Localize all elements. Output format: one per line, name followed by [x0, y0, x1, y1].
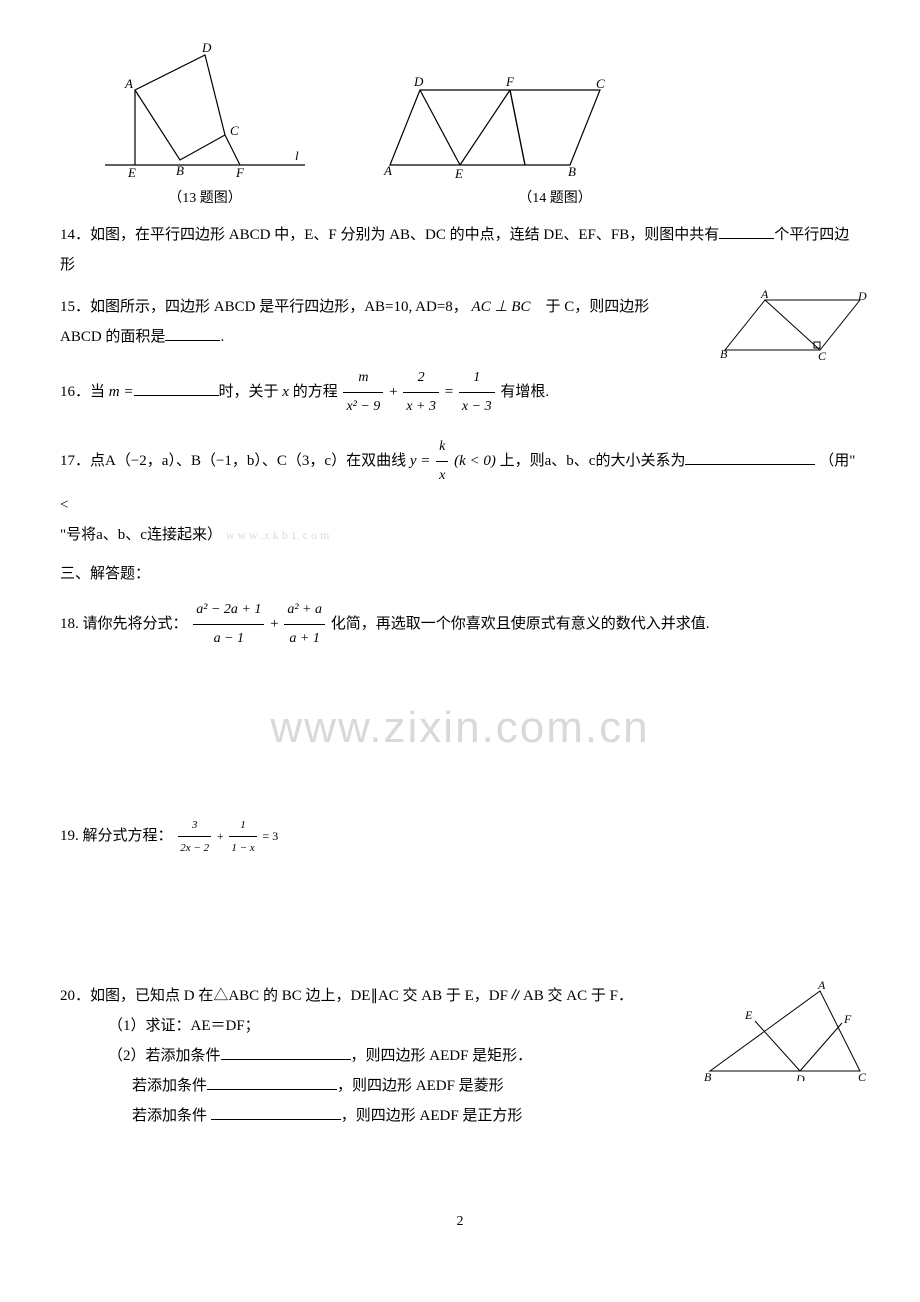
svg-text:l: l	[295, 148, 299, 163]
plus: +	[389, 384, 397, 400]
svg-text:B: B	[176, 163, 184, 178]
q17-t1: 点A（−2，a）、B（−1，b）、C（3，c）在双曲线	[90, 453, 406, 469]
figures-row: A D C B E F l A D F C B E	[60, 40, 860, 180]
fig-14: A D F C B E	[370, 70, 620, 180]
q18-t1: 请你先将分式：	[83, 616, 188, 632]
q17-t2: 上，则a、b、c的大小关系为	[500, 453, 686, 469]
plus: +	[217, 829, 224, 843]
svg-text:C: C	[818, 349, 827, 360]
svg-text:D: D	[201, 40, 212, 55]
question-15: A D B C 15．如图所示，四边形 ABCD 是平行四边形，AB=10, A…	[60, 292, 860, 352]
q17-cond: (k < 0)	[454, 453, 496, 469]
blank	[207, 1074, 337, 1090]
svg-text:F: F	[505, 74, 515, 89]
q19-t1: 解分式方程：	[83, 828, 173, 844]
frac: a² + aa + 1	[284, 596, 325, 653]
question-16: 16．当 m = 时，关于 x 的方程 mx² − 9 + 2x + 3 = 1x…	[60, 364, 860, 421]
svg-text:F: F	[843, 1012, 852, 1026]
q18-num: 18.	[60, 616, 79, 632]
svg-text:D: D	[795, 1072, 805, 1081]
section-3-title: 三、解答题：	[60, 562, 860, 586]
q14-text1: 如图，在平行四边形 ABCD 中，E、F 分别为 AB、DC 的中点，连结 DE…	[90, 227, 719, 243]
caption-13: （13 题图）	[100, 188, 310, 210]
frac: 1x − 3	[459, 364, 495, 421]
svg-text:E: E	[744, 1008, 753, 1022]
svg-text:A: A	[124, 76, 133, 91]
q17-lhs: y =	[410, 453, 431, 469]
svg-text:C: C	[230, 123, 239, 138]
q15-line2a: ABCD 的面积是	[60, 329, 165, 345]
question-18: 18. 请你先将分式： a² − 2a + 1a − 1 + a² + aa +…	[60, 596, 860, 653]
frac: a² − 2a + 1a − 1	[193, 596, 264, 653]
q20-l4: 若添加条件 ，则四边形 AEDF 是正方形	[60, 1101, 860, 1131]
q16-t3: 的方程	[293, 384, 338, 400]
q15-math: AC ⊥ BC	[472, 299, 531, 315]
q19-num: 19.	[60, 828, 79, 844]
svg-text:C: C	[596, 76, 605, 91]
plus: +	[270, 616, 278, 632]
q15-text1: 如图所示，四边形 ABCD 是平行四边形，AB=10, AD=8，	[90, 299, 468, 315]
eq: =	[445, 384, 453, 400]
watermark: www.zixin.com.cn	[60, 693, 860, 763]
svg-text:B: B	[704, 1070, 712, 1081]
fig-15: A D B C	[720, 290, 870, 371]
svg-text:A: A	[817, 981, 826, 992]
blank	[685, 449, 815, 465]
svg-text:D: D	[413, 74, 424, 89]
question-19: 19. 解分式方程： 32x − 2 + 11 − x = 3	[60, 814, 860, 859]
svg-text:E: E	[127, 165, 136, 180]
eq: = 3	[262, 829, 278, 843]
svg-text:D: D	[857, 290, 867, 303]
blank	[165, 325, 220, 341]
q17-line2: "号将a、b、c连接起来）	[60, 527, 222, 543]
faint-text: w w w .x k b 1. c o m	[226, 528, 330, 542]
q15-text2: 于 C，则四边形	[545, 299, 649, 315]
frac: 11 − x	[229, 814, 256, 859]
fig-13: A D C B E F l	[100, 40, 310, 180]
svg-text:B: B	[720, 347, 728, 360]
blank	[211, 1104, 341, 1120]
svg-text:F: F	[235, 165, 245, 180]
spacer	[60, 871, 860, 981]
question-14: 14．如图，在平行四边形 ABCD 中，E、F 分别为 AB、DC 的中点，连结…	[60, 220, 860, 280]
question-20: A E F B D C 20．如图，已知点 D 在△ABC 的 BC 边上，DE…	[60, 981, 860, 1131]
q20-num: 20．	[60, 988, 90, 1004]
caption-14: （14 题图）	[430, 188, 680, 210]
q17-num: 17．	[60, 453, 90, 469]
page-number: 2	[60, 1211, 860, 1233]
q18-t2: 化简，再选取一个你喜欢且使原式有意义的数代入并求值.	[331, 616, 710, 632]
svg-text:B: B	[568, 164, 576, 179]
question-17: 17．点A（−2，a）、B（−1，b）、C（3，c）在双曲线 y = kx (k…	[60, 433, 860, 550]
q16-num: 16．	[60, 384, 90, 400]
caption-row: （13 题图） （14 题图）	[60, 188, 860, 210]
frac: kx	[436, 433, 448, 490]
q16-t2: 时，关于	[219, 384, 279, 400]
q16-x: x	[282, 384, 289, 400]
q15-period: .	[220, 329, 224, 345]
svg-text:E: E	[454, 166, 463, 180]
frac: 32x − 2	[178, 814, 211, 859]
q16-t1: 当	[90, 384, 105, 400]
blank	[719, 223, 774, 239]
blank	[221, 1044, 351, 1060]
q15-num: 15．	[60, 299, 90, 315]
q20-t1: 如图，已知点 D 在△ABC 的 BC 边上，DE∥AC 交 AB 于 E，DF…	[90, 988, 633, 1004]
svg-text:C: C	[858, 1070, 867, 1081]
blank	[134, 380, 219, 396]
q16-t4: 有增根.	[500, 384, 549, 400]
q14-num: 14．	[60, 227, 90, 243]
svg-text:A: A	[760, 290, 769, 301]
fig-20: A E F B D C	[700, 981, 870, 1092]
svg-text:A: A	[383, 163, 392, 178]
q16-m: m =	[109, 384, 134, 400]
frac: 2x + 3	[403, 364, 439, 421]
frac: mx² − 9	[343, 364, 383, 421]
